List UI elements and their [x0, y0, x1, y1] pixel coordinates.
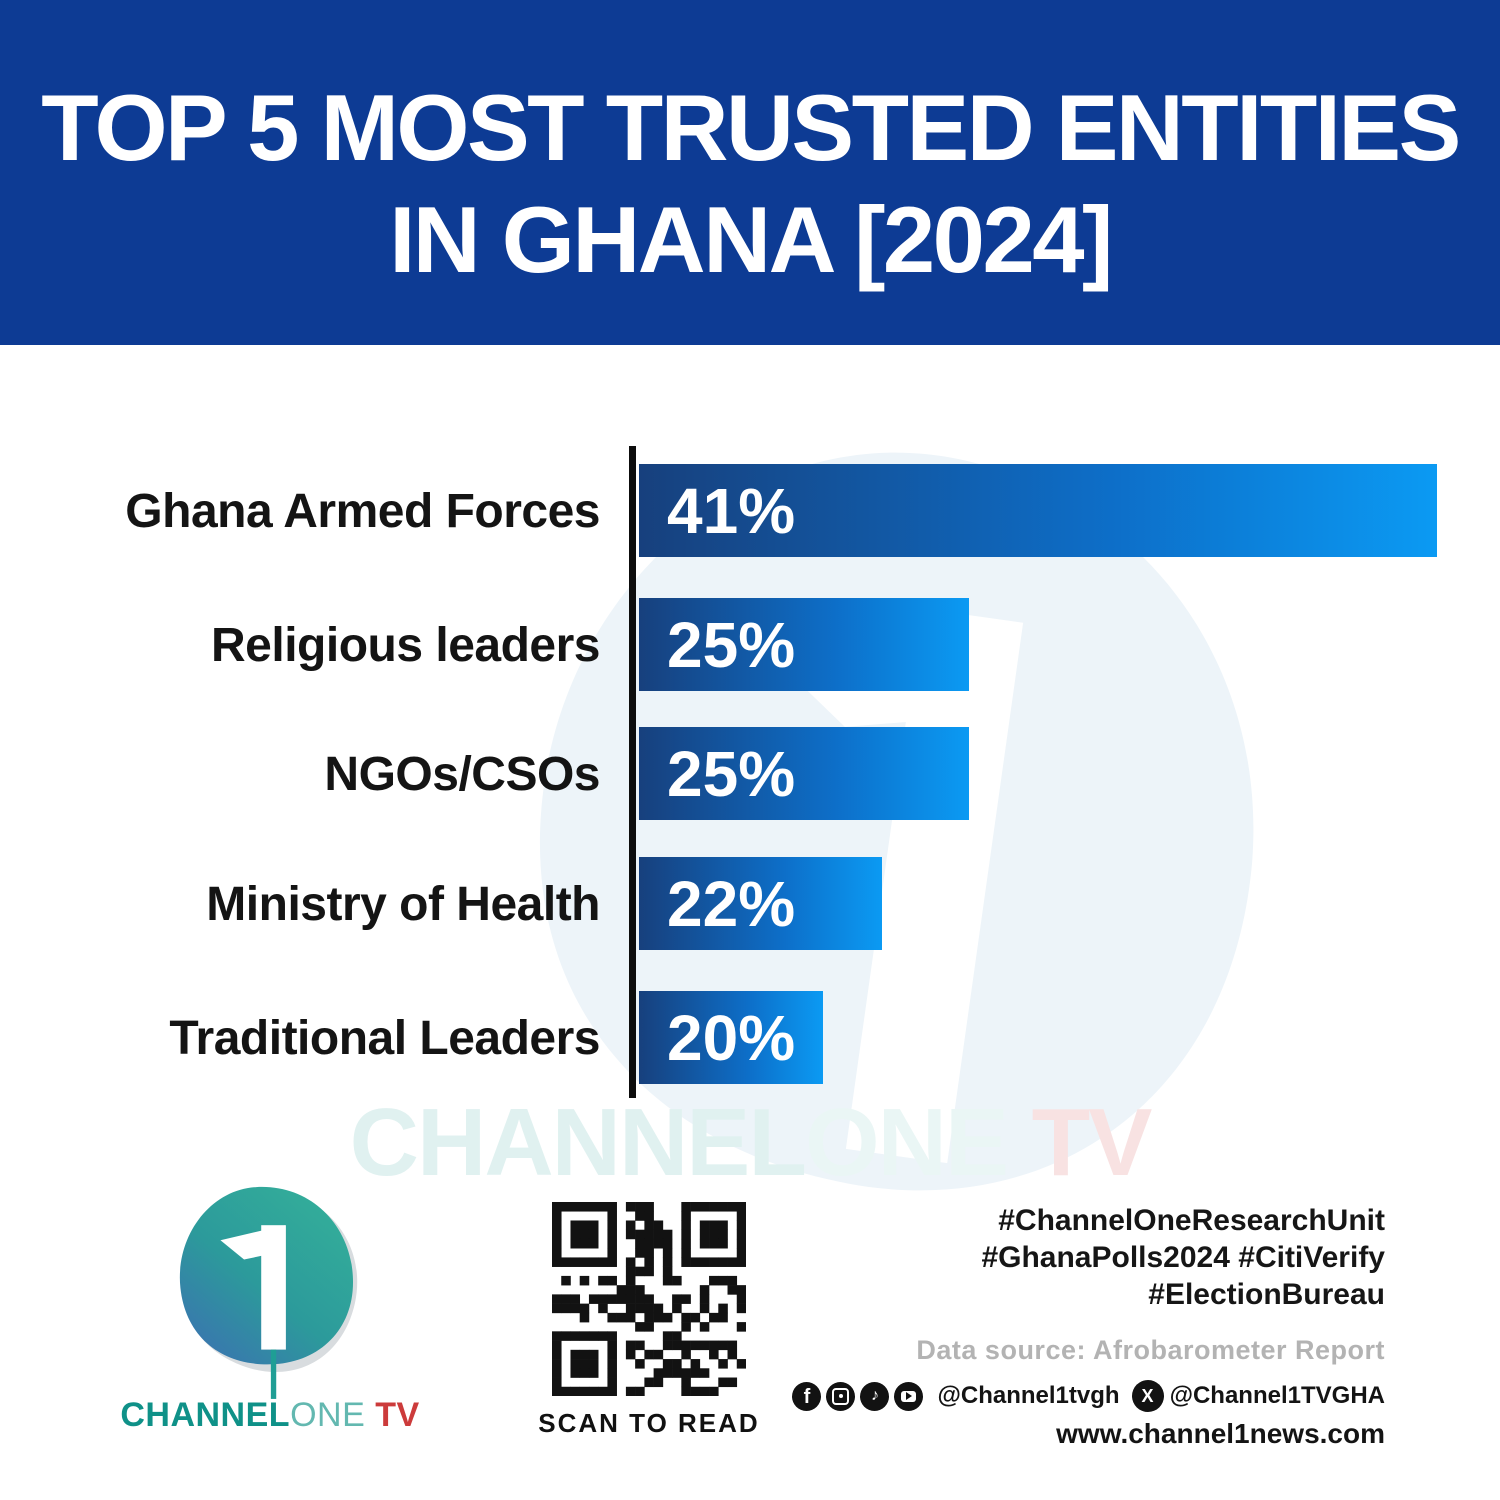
x-icon: X	[1131, 1380, 1164, 1412]
category-label: Traditional Leaders	[169, 1011, 600, 1065]
title-line-1: TOP 5 MOST TRUSTED ENTITIES	[41, 75, 1461, 180]
wordmark-one: ONE	[290, 1396, 366, 1434]
social-handle-1: @Channel1tvgh	[937, 1382, 1120, 1409]
bar-value-label: 22%	[667, 867, 796, 940]
bar-value-label: 20%	[667, 1001, 796, 1074]
header-banner: TOP 5 MOST TRUSTED ENTITIES IN GHANA [20…	[0, 0, 1500, 345]
channel-one-tv-watermark: CHANNELONE TV	[0, 1088, 1500, 1198]
bar-row: Ministry of Health 22%	[0, 857, 1500, 951]
title-line-2: IN GHANA [2024]	[389, 187, 1113, 292]
youtube-icon	[894, 1381, 924, 1411]
social-icons-group: f ♪	[792, 1381, 924, 1411]
bar: 25%	[639, 727, 969, 820]
social-handle-2: @Channel1TVGHA	[1169, 1382, 1385, 1409]
facebook-icon: f	[792, 1381, 822, 1411]
watermark-channel: CHANNEL	[349, 1089, 807, 1196]
x-icon-slot: X	[1131, 1380, 1164, 1412]
tiktok-icon: ♪	[860, 1381, 890, 1411]
bar: 25%	[639, 598, 969, 691]
bar: 22%	[639, 857, 882, 950]
page-title: TOP 5 MOST TRUSTED ENTITIES IN GHANA [20…	[0, 0, 1500, 296]
watermark-one-bar	[845, 608, 1024, 1164]
category-label: Ministry of Health	[206, 877, 600, 931]
website-url: www.channel1news.com	[1056, 1418, 1385, 1449]
wordmark-channel: CHANNEL	[120, 1396, 291, 1434]
bar-value-label: 25%	[667, 737, 796, 810]
watermark-tv: TV	[1007, 1089, 1153, 1196]
bar: 20%	[639, 991, 823, 1084]
hashtag-line-2: #GhanaPolls2024 #CitiVerify	[981, 1241, 1385, 1274]
bar-row: Religious leaders 25%	[0, 598, 1500, 692]
bar-value-label: 25%	[667, 608, 796, 681]
bar-row: Ghana Armed Forces 41%	[0, 464, 1500, 558]
category-label: NGOs/CSOs	[324, 747, 600, 801]
watermark-one: ONE	[804, 1089, 1009, 1196]
instagram-icon	[826, 1381, 856, 1411]
channel-one-logo	[158, 1178, 373, 1400]
footer-right-column: #ChannelOneResearchUnit #GhanaPolls2024 …	[792, 1202, 1385, 1450]
wordmark-tv: TV	[365, 1396, 420, 1434]
hashtag-line-1: #ChannelOneResearchUnit	[998, 1204, 1385, 1237]
category-label: Religious leaders	[211, 618, 600, 672]
bar: 41%	[639, 464, 1437, 557]
bar-value-label: 41%	[667, 474, 796, 547]
hashtag-line-3: #ElectionBureau	[1148, 1278, 1385, 1311]
logo-one-bar	[261, 1225, 286, 1350]
social-row: f ♪ @Channel1tvgh X @Channel1TVGHA	[792, 1380, 1385, 1412]
bar-row: Traditional Leaders 20%	[0, 991, 1500, 1085]
category-label: Ghana Armed Forces	[125, 484, 600, 538]
logo-one-tail	[270, 1349, 277, 1399]
qr-caption: SCAN TO READ	[538, 1408, 760, 1438]
data-source-credit: Data source: Afrobarometer Report	[916, 1335, 1385, 1365]
qr-code	[552, 1202, 747, 1397]
logo-wordmark: CHANNELONE TV	[110, 1396, 430, 1435]
bar-row: NGOs/CSOs 25%	[0, 727, 1500, 821]
chart-axis	[629, 446, 636, 1098]
